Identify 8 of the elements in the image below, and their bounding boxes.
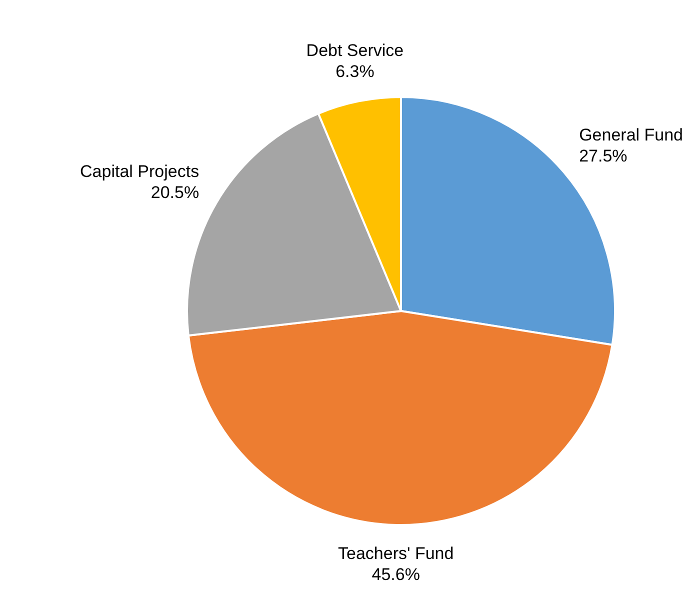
slice-label: Teachers' Fund [338, 544, 454, 564]
slice-label: Capital Projects [80, 162, 200, 181]
data-label: 6.3% [336, 62, 374, 82]
slice-label: General Fund [579, 125, 684, 144]
data-label: 20.5% [150, 182, 200, 202]
slice-label: Debt Service [306, 41, 404, 60]
data-label: 45.6% [372, 565, 420, 584]
data-label: 27.5% [579, 146, 628, 166]
